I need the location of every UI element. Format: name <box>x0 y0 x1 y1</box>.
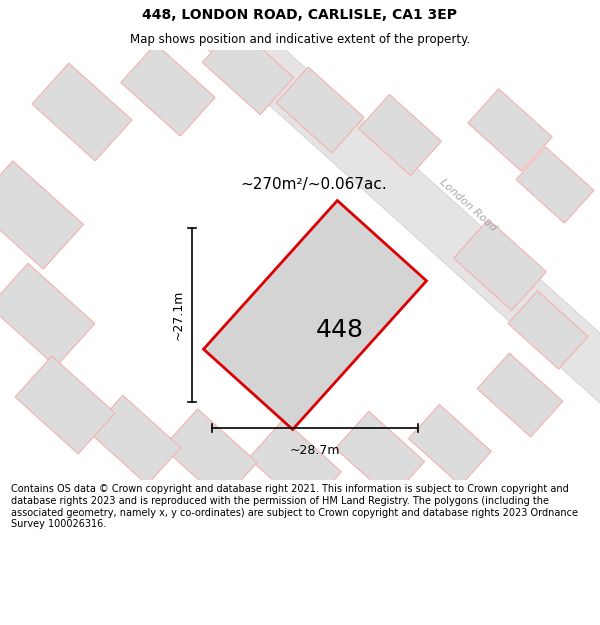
Text: 448, LONDON ROAD, CARLISLE, CA1 3EP: 448, LONDON ROAD, CARLISLE, CA1 3EP <box>143 8 458 22</box>
Polygon shape <box>0 161 83 269</box>
Polygon shape <box>203 201 427 429</box>
Text: ~27.1m: ~27.1m <box>172 290 185 340</box>
Text: 448: 448 <box>316 318 364 342</box>
Polygon shape <box>468 89 552 171</box>
Text: London Road: London Road <box>437 177 499 233</box>
Polygon shape <box>454 219 547 311</box>
Polygon shape <box>152 0 600 469</box>
Polygon shape <box>202 26 294 114</box>
Polygon shape <box>0 263 95 367</box>
Polygon shape <box>335 411 425 499</box>
Polygon shape <box>89 396 181 484</box>
Text: Contains OS data © Crown copyright and database right 2021. This information is : Contains OS data © Crown copyright and d… <box>11 484 578 529</box>
Polygon shape <box>248 419 341 511</box>
Text: Map shows position and indicative extent of the property.: Map shows position and indicative extent… <box>130 32 470 46</box>
Polygon shape <box>477 353 563 437</box>
Polygon shape <box>163 409 257 501</box>
Text: ~270m²/~0.067ac.: ~270m²/~0.067ac. <box>240 177 387 192</box>
Polygon shape <box>32 63 132 161</box>
Polygon shape <box>359 94 442 176</box>
Polygon shape <box>508 291 588 369</box>
Polygon shape <box>276 67 364 153</box>
Polygon shape <box>409 404 491 486</box>
Polygon shape <box>516 147 594 223</box>
Text: ~28.7m: ~28.7m <box>290 444 340 457</box>
Polygon shape <box>121 44 215 136</box>
Polygon shape <box>15 356 115 454</box>
